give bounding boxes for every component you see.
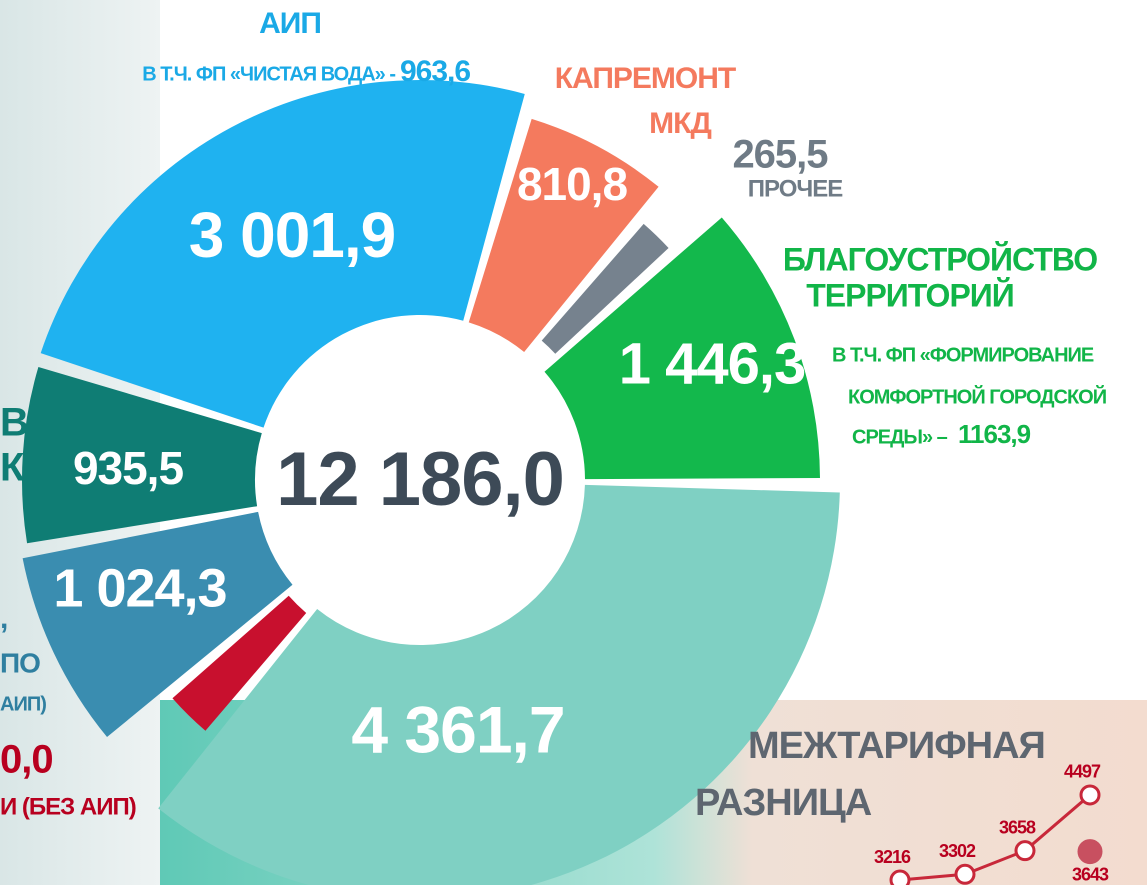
point-label: 4497 [1064, 762, 1101, 782]
annotation: , [0, 602, 7, 635]
annotation: СРЕДЫ» – [852, 426, 948, 448]
value-label: 4 361,7 [351, 692, 564, 766]
point-label: 3643 [1072, 864, 1109, 884]
donut-slice [544, 217, 820, 480]
mini-line-chart: 3216 3302 3658 4497 3643 [874, 762, 1110, 885]
annotation: РАЗНИЦА [695, 782, 872, 824]
value-label: 3 001,9 [189, 199, 396, 271]
annotation: К [0, 446, 25, 490]
annotation: БЛАГОУСТРОЙСТВО [783, 241, 1097, 277]
annotation: АИП) [0, 693, 46, 715]
annotation: ПРОЧЕЕ [748, 175, 843, 202]
annotation: 963,6 [400, 55, 470, 88]
annotation: АИП [259, 7, 321, 40]
donut-slice [22, 366, 262, 544]
value-label: 935,5 [73, 442, 184, 494]
point-label: 3216 [874, 847, 911, 867]
donut-slice [158, 484, 840, 885]
annotation: ПО [0, 647, 40, 678]
point-label: 3658 [999, 817, 1036, 837]
point [1077, 839, 1103, 865]
annotation: В [0, 401, 28, 445]
annotation: И (БЕЗ АИП) [0, 793, 136, 820]
donut-slice [541, 223, 669, 354]
point [1014, 840, 1036, 862]
point [954, 863, 976, 885]
donut-slice [172, 595, 307, 731]
donut-slice [40, 80, 525, 428]
donut-slice [468, 118, 659, 353]
point-label: 3302 [939, 841, 976, 861]
value-label: 810,8 [517, 158, 628, 210]
annotation: 1163,9 [958, 419, 1031, 449]
donut-chart: 3 001,9 810,8 265,5 1 446,3 4 361,7 1 024,3 93… [0, 7, 1108, 885]
value-label: 265,5 [732, 133, 828, 177]
value-label: 1 024,3 [53, 558, 226, 618]
value-label: 1 446,3 [619, 331, 806, 396]
annotation: В Т.Ч. ФП «ФОРМИРОВАНИЕ [832, 344, 1094, 366]
point [889, 869, 911, 885]
point [1079, 784, 1101, 806]
annotation: В Т.Ч. ФП «ЧИСТАЯ ВОДА» - [142, 63, 395, 85]
donut-slice [22, 511, 293, 738]
annotation: КАПРЕМОНТ [555, 62, 736, 95]
annotation: МКД [649, 107, 711, 140]
annotation: ТЕРРИТОРИЙ [806, 277, 1014, 313]
annotation: 0,0 [0, 738, 53, 782]
annotation: КОМФОРТНОЙ ГОРОДСКОЙ [848, 384, 1107, 408]
series-line [899, 793, 1091, 882]
annotation: МЕЖТАРИФНАЯ [748, 725, 1045, 767]
center-total: 12 186,0 [276, 437, 564, 522]
